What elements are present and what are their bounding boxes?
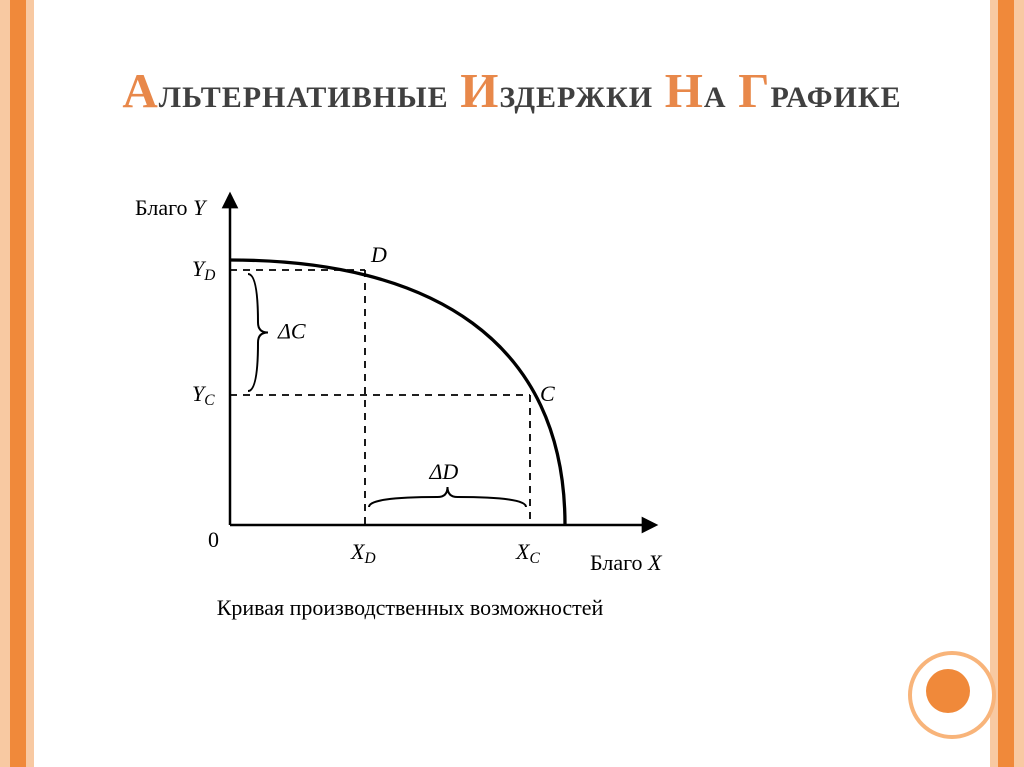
border-stripe — [10, 0, 26, 767]
ppf-curve — [230, 260, 565, 525]
border-stripe — [990, 0, 998, 767]
chart-caption: Кривая производственных возможностей — [217, 595, 604, 620]
border-stripe — [1014, 0, 1024, 767]
border-stripe — [0, 0, 10, 767]
slide: Альтернативные Издержки На Графике Благо… — [0, 0, 1024, 767]
point-d-label: D — [370, 242, 387, 267]
corner-circle-inner — [926, 669, 970, 713]
ppf-svg: Благо Y Благо X 0 D C YD YC XD XC ΔC ΔD Кривая прои… — [120, 180, 770, 650]
delta-c-label: ΔC — [277, 319, 306, 344]
ppf-chart: Благо Y Благо X 0 D C YD YC XD XC ΔC ΔD Кривая прои… — [120, 180, 770, 650]
brace-delta-c — [248, 274, 268, 391]
brace-delta-d — [369, 487, 526, 507]
border-stripe — [26, 0, 34, 767]
tick-xc: XC — [515, 539, 540, 567]
tick-yc: YC — [192, 381, 215, 409]
border-stripe — [998, 0, 1014, 767]
tick-xd: XD — [350, 539, 376, 567]
tick-yd: YD — [192, 256, 215, 284]
y-axis-label: Благо Y — [135, 195, 208, 220]
origin-label: 0 — [208, 527, 219, 552]
delta-d-label: ΔD — [429, 459, 459, 484]
page-title: Альтернативные Издержки На Графике — [60, 58, 964, 124]
x-axis-label: Благо X — [590, 550, 663, 575]
point-c-label: C — [540, 381, 555, 406]
